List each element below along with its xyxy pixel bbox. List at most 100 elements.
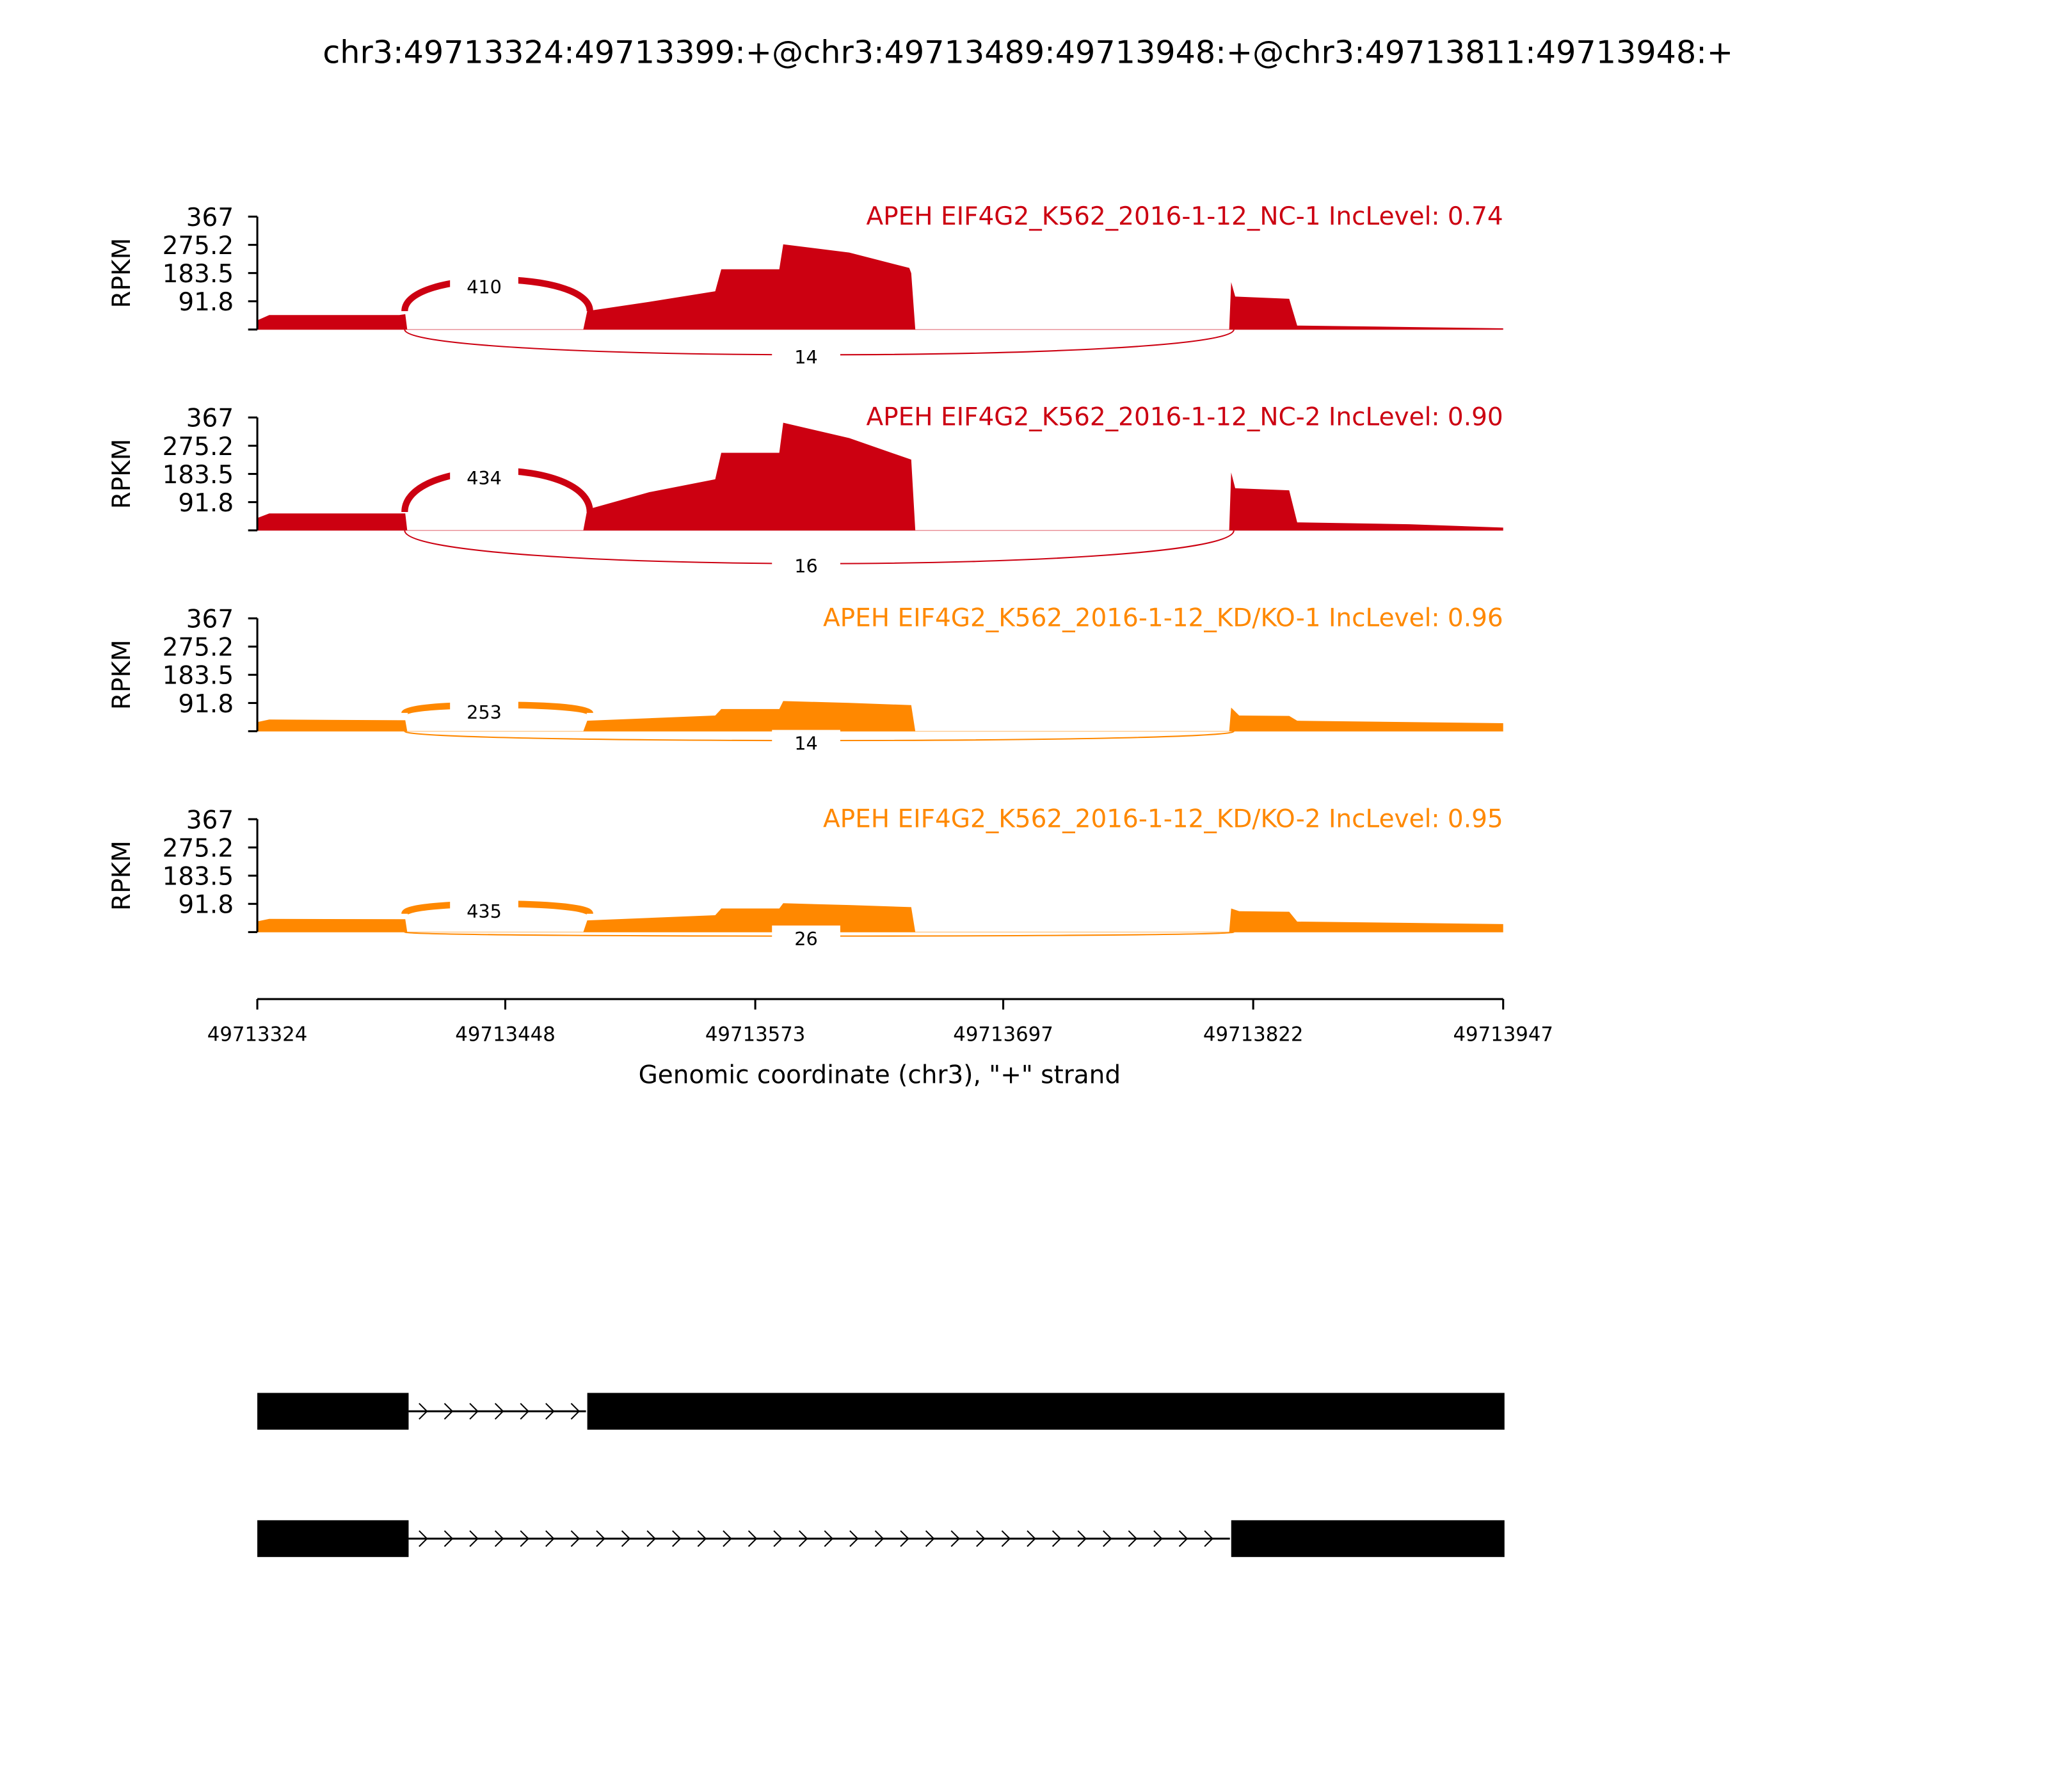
strand-arrow-icon [723, 1530, 732, 1548]
strand-arrow-icon [1128, 1530, 1138, 1548]
strand-arrow-icon [469, 1403, 479, 1420]
x-axis: 49713324 49713448 49713573 49713697 49713822… [207, 998, 1553, 1046]
junction-label-bg [450, 465, 518, 490]
strand-arrow-icon [1178, 1530, 1188, 1548]
exon-block [257, 1520, 409, 1557]
strand-arrow-icon [570, 1403, 580, 1420]
exon-block [587, 1393, 1505, 1430]
y-tick-label: 91.8 [178, 288, 234, 317]
junction-count: 14 [794, 346, 818, 368]
strand-arrow-icon [950, 1530, 961, 1548]
strand-arrow-icon [798, 1530, 808, 1548]
y-tick-label: 367 [186, 806, 234, 835]
gene-model [257, 1393, 1505, 1557]
strand-arrow-icon [1153, 1530, 1163, 1548]
strand-arrow-icon [596, 1530, 605, 1548]
y-tick-label: 367 [186, 404, 234, 433]
junction-label-bg [772, 552, 840, 578]
y-tick-label: 367 [186, 204, 234, 232]
strand-arrow-icon [444, 1403, 454, 1420]
strand-arrow-icon [748, 1530, 758, 1548]
strand-arrow-icon [520, 1403, 529, 1420]
strand-arrow-icon [545, 1403, 555, 1420]
junction-label-bg [772, 344, 840, 369]
junction-label-bg [772, 730, 840, 755]
strand-arrow-icon [621, 1530, 631, 1548]
x-tick-label: 49713324 [207, 1023, 308, 1046]
x-tick-label: 49713822 [1203, 1023, 1304, 1046]
strand-arrow-icon [1103, 1530, 1112, 1548]
strand-arrow-icon [773, 1530, 783, 1548]
junction-count: 16 [794, 555, 818, 577]
strand-arrow-icon [1077, 1530, 1087, 1548]
exon-block [257, 1393, 409, 1430]
y-tick-label: 275.2 [163, 433, 234, 461]
strand-arrow-icon [1027, 1530, 1036, 1548]
strand-arrow-icon [545, 1530, 555, 1548]
sample-title: APEH EIF4G2_K562_2016-1-12_KD/KO-1 IncLe… [823, 604, 1503, 632]
y-tick-label: 275.2 [163, 634, 234, 662]
x-tick-label: 49713573 [705, 1023, 806, 1046]
strand-arrow-icon [419, 1403, 428, 1420]
y-axis-label: RPKM [108, 238, 136, 308]
y-tick-label: 183.5 [163, 260, 234, 289]
y-tick-label: 91.8 [178, 489, 234, 518]
junction-count: 410 [467, 276, 502, 298]
junction-count: 435 [467, 900, 502, 922]
strand-arrow-icon [925, 1530, 935, 1548]
chart-title: chr3:49713324:49713399:+@chr3:49713489:4… [323, 33, 1733, 70]
coverage-area [257, 701, 1503, 732]
strand-arrow-icon [976, 1530, 986, 1548]
strand-arrow-icon [672, 1530, 682, 1548]
strand-arrow-icon [1001, 1530, 1011, 1548]
y-tick-label: 183.5 [163, 461, 234, 490]
strand-arrow-icon [1204, 1530, 1213, 1548]
y-axis-label: RPKM [108, 439, 136, 509]
y-tick-label: 275.2 [163, 232, 234, 260]
y-axis-label: RPKM [108, 840, 136, 911]
strand-arrow-icon [419, 1530, 428, 1548]
strand-arrow-icon [520, 1530, 529, 1548]
y-tick-label: 183.5 [163, 662, 234, 691]
junction-count: 434 [467, 467, 502, 489]
strand-arrow-icon [570, 1530, 580, 1548]
strand-arrow-icon [824, 1530, 834, 1548]
y-tick-label: 275.2 [163, 834, 234, 863]
strand-arrow-icon [494, 1403, 504, 1420]
sample-title: APEH EIF4G2_K562_2016-1-12_NC-2 IncLevel… [866, 403, 1503, 432]
strand-arrow-icon [444, 1530, 454, 1548]
x-axis-label: Genomic coordinate (chr3), "+" strand [639, 1060, 1121, 1089]
coverage-area [257, 903, 1503, 932]
junction-label-bg [450, 699, 518, 724]
y-tick-label: 91.8 [178, 891, 234, 920]
strand-arrow-icon [849, 1530, 859, 1548]
coverage-area [257, 244, 1503, 330]
y-axis-label: RPKM [108, 639, 136, 710]
coverage-area [257, 422, 1503, 531]
strand-arrow-icon [697, 1530, 707, 1548]
x-tick-label: 49713947 [1453, 1023, 1553, 1046]
y-tick-label: 183.5 [163, 863, 234, 892]
sample-title: APEH EIF4G2_K562_2016-1-12_NC-1 IncLevel… [866, 202, 1503, 231]
strand-arrow-icon [494, 1530, 504, 1548]
strand-arrow-icon [874, 1530, 884, 1548]
y-tick-label: 91.8 [178, 690, 234, 719]
junction-count: 253 [467, 701, 502, 723]
junction-count: 14 [794, 732, 818, 754]
strand-arrow-icon [646, 1530, 656, 1548]
strand-arrow-icon [1052, 1530, 1062, 1548]
sample-title: APEH EIF4G2_K562_2016-1-12_KD/KO-2 IncLe… [823, 804, 1503, 833]
junction-label-bg [772, 925, 840, 951]
junction-label-bg [450, 273, 518, 299]
junction-count: 26 [794, 928, 818, 950]
x-tick-label: 49713697 [953, 1023, 1053, 1046]
x-tick-label: 49713448 [455, 1023, 556, 1046]
strand-arrow-icon [469, 1530, 479, 1548]
junction-label-bg [450, 898, 518, 924]
strand-arrow-icon [900, 1530, 909, 1548]
